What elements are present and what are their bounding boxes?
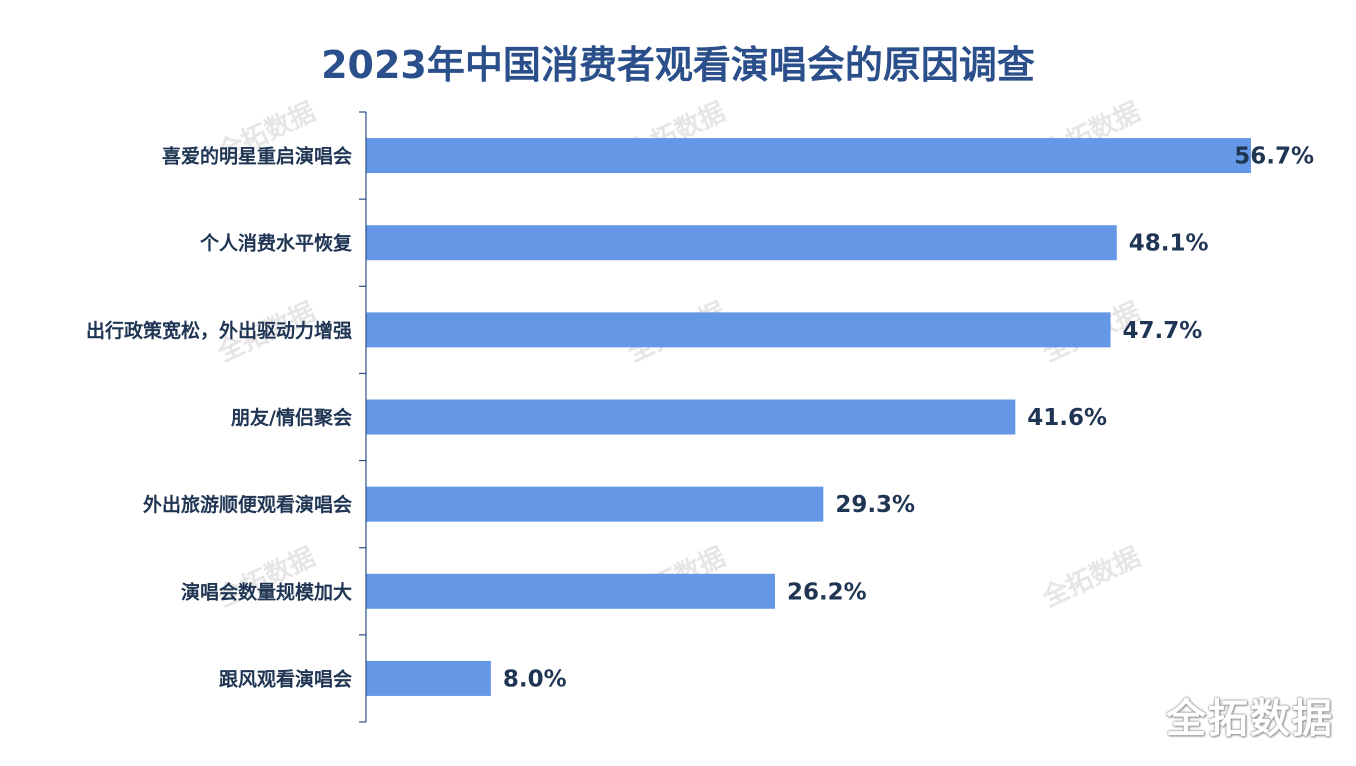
- bar: [366, 486, 824, 522]
- watermark-text: 全拓数据: [1037, 541, 1145, 613]
- value-label: 8.0%: [503, 666, 567, 692]
- chart-title: 2023年中国消费者观看演唱会的原因调查: [321, 43, 1035, 87]
- bar: [366, 138, 1251, 174]
- category-label: 外出旅游顺便观看演唱会: [143, 493, 352, 516]
- corner-watermark: 全拓数据: [1166, 696, 1334, 742]
- value-label: 56.7%: [1234, 144, 1314, 170]
- bar: [366, 660, 491, 696]
- category-label: 出行政策宽松，外出驱动力增强: [86, 319, 352, 342]
- category-label: 个人消费水平恢复: [199, 232, 353, 255]
- value-label: 41.6%: [1027, 405, 1107, 431]
- bar: [366, 225, 1117, 261]
- bars-group: [366, 138, 1251, 696]
- category-labels: 喜爱的明星重启演唱会个人消费水平恢复出行政策宽松，外出驱动力增强朋友/情侣聚会外…: [86, 145, 353, 691]
- value-labels: 56.7% 48.1% 47.7% 41.6% 29.3% 26.2% 8.0%: [503, 144, 1314, 693]
- bar: [366, 399, 1016, 435]
- value-label: 29.3%: [835, 492, 915, 518]
- value-label: 26.2%: [787, 579, 867, 605]
- bar: [366, 312, 1111, 348]
- category-label: 喜爱的明星重启演唱会: [162, 145, 352, 168]
- value-label: 48.1%: [1129, 231, 1209, 257]
- watermark-layer: 全拓数据全拓数据全拓数据全拓数据全拓数据全拓数据全拓数据全拓数据全拓数据: [212, 96, 1145, 613]
- bar: [366, 573, 775, 609]
- value-label: 47.7%: [1123, 318, 1203, 344]
- category-label: 朋友/情侣聚会: [231, 406, 352, 429]
- category-label: 跟风观看演唱会: [219, 667, 352, 690]
- y-axis: [359, 111, 367, 723]
- category-label: 演唱会数量规模加大: [181, 580, 352, 603]
